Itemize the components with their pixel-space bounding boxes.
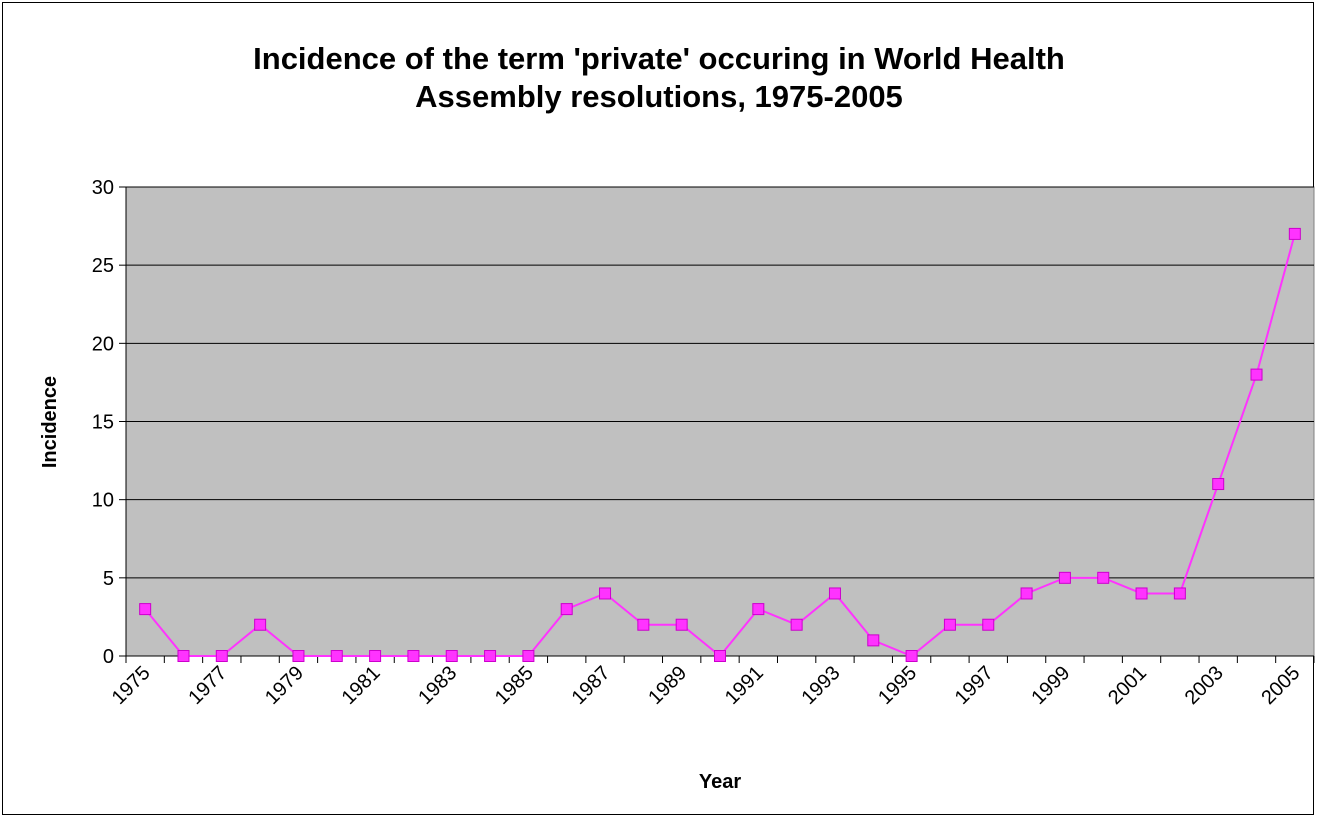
x-tick-label: 1989 <box>644 662 691 709</box>
y-tick-label: 15 <box>92 412 114 434</box>
data-point-marker <box>867 634 880 647</box>
x-tick-label: 1981 <box>338 662 385 709</box>
data-point-marker <box>1250 368 1263 381</box>
y-axis-title: Incidence <box>39 376 61 468</box>
x-tick-label: 1985 <box>491 662 538 709</box>
data-point-marker <box>407 650 420 662</box>
x-tick-label: 2001 <box>1104 662 1151 709</box>
x-tick-label: 1987 <box>568 662 615 709</box>
chart-title-line-2: Assembly resolutions, 1975-2005 <box>415 79 903 114</box>
data-point-marker <box>1173 587 1186 600</box>
data-point-marker <box>445 650 458 662</box>
x-tick-label: 1993 <box>797 662 844 709</box>
data-point-marker <box>1058 571 1071 584</box>
x-tick-label: 1997 <box>951 662 998 709</box>
y-tick-label: 10 <box>92 490 114 512</box>
data-point-marker <box>369 650 382 662</box>
data-point-marker <box>599 587 612 600</box>
x-tick-label: 1979 <box>261 662 308 709</box>
data-point-marker <box>560 603 573 616</box>
x-tick-label: 2003 <box>1181 662 1228 709</box>
data-point-marker <box>1212 478 1225 491</box>
x-tick-label: 1975 <box>108 662 155 709</box>
data-point-marker <box>254 618 267 631</box>
chart-title-line-1: Incidence of the term 'private' occuring… <box>253 41 1065 76</box>
data-point-marker <box>292 650 305 662</box>
data-point-marker <box>982 618 995 631</box>
y-tick-label: 20 <box>92 333 114 355</box>
data-point-marker <box>752 603 765 616</box>
x-tick-label: 1991 <box>721 662 768 709</box>
data-point-marker <box>790 618 803 631</box>
x-axis-title: Year <box>699 771 741 793</box>
y-tick-label: 5 <box>103 568 114 590</box>
x-tick-label: 1977 <box>184 662 231 709</box>
y-tick-label: 0 <box>103 646 114 668</box>
data-point-marker <box>215 650 228 662</box>
data-point-marker <box>905 650 918 662</box>
data-point-marker <box>1020 587 1033 600</box>
data-point-marker <box>828 587 841 600</box>
data-point-marker <box>139 603 152 616</box>
x-tick-label: 2005 <box>1257 662 1304 709</box>
x-tick-label: 1999 <box>1027 662 1074 709</box>
chart-title: Incidence of the term 'private' occuring… <box>0 40 1318 116</box>
data-point-marker <box>522 650 535 662</box>
data-point-marker <box>943 618 956 631</box>
data-point-marker <box>330 650 343 662</box>
x-tick-label: 1983 <box>414 662 461 709</box>
x-tick-label: 1995 <box>874 662 921 709</box>
data-point-marker <box>637 618 650 631</box>
data-point-marker <box>675 618 688 631</box>
y-tick-label: 30 <box>92 177 114 199</box>
data-point-marker <box>1288 227 1301 240</box>
y-tick-label: 25 <box>92 255 114 277</box>
data-point-marker <box>484 650 497 662</box>
data-point-marker <box>177 650 190 662</box>
data-point-marker <box>714 650 726 662</box>
data-point-marker <box>1097 571 1110 584</box>
data-point-marker <box>1135 587 1148 600</box>
